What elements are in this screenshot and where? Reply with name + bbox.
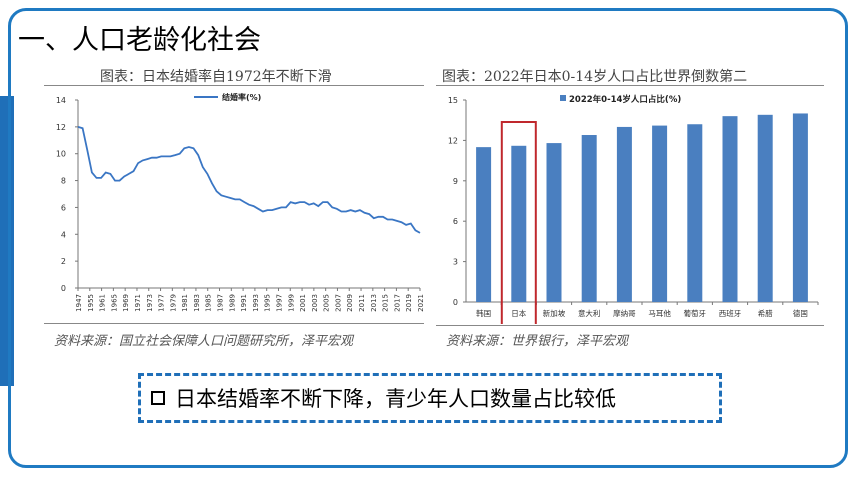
x-tick-label: 2007 bbox=[334, 294, 342, 312]
x-tick-label: 1997 bbox=[275, 294, 283, 312]
y-tick-label: 12 bbox=[448, 136, 458, 145]
x-tick-label: 2009 bbox=[346, 294, 354, 312]
x-tick-label: 1965 bbox=[110, 294, 118, 312]
y-tick-label: 0 bbox=[453, 298, 458, 307]
x-tick-label: 1969 bbox=[122, 294, 130, 312]
left-bottom-rule bbox=[44, 323, 424, 324]
x-tick-label: 意大利 bbox=[578, 308, 601, 318]
bar bbox=[511, 145, 527, 302]
marriage-rate-line-chart: 0 2 4 6 8 10 12 14 1947 1955 1961 1965 1969 1971 1973 1… bbox=[56, 92, 425, 312]
y-tick-label: 4 bbox=[61, 230, 66, 239]
x-tick-label: 2005 bbox=[323, 294, 331, 312]
y-tick-label: 3 bbox=[453, 258, 458, 267]
x-tick-label: 摩纳哥 bbox=[613, 308, 636, 318]
bar bbox=[652, 125, 668, 302]
left-chart-caption: 图表：日本结婚率自1972年不断下滑 bbox=[100, 69, 332, 85]
right-bottom-rule bbox=[436, 325, 824, 326]
x-tick-label: 希腊 bbox=[758, 308, 773, 318]
bar bbox=[546, 143, 562, 302]
right-top-rule bbox=[436, 85, 824, 86]
y-tick-label: 2 bbox=[61, 257, 66, 266]
legend-swatch bbox=[560, 95, 566, 101]
y-tick-label: 15 bbox=[448, 96, 458, 105]
x-tick-label: 1985 bbox=[205, 294, 213, 312]
bar bbox=[616, 126, 632, 302]
x-tick-label: 2021 bbox=[417, 294, 425, 312]
x-tick-label: 1987 bbox=[217, 294, 225, 312]
legend-label: 2022年0-14岁人口占比(%) bbox=[569, 94, 681, 105]
x-tick-label: 1971 bbox=[134, 294, 142, 312]
x-tick-label: 1973 bbox=[146, 294, 154, 312]
x-tick-label: 1999 bbox=[287, 294, 295, 312]
bar bbox=[687, 124, 703, 302]
x-tick-label: 1977 bbox=[158, 294, 166, 312]
x-tick-label: 1947 bbox=[75, 294, 83, 312]
x-tick-label: 日本 bbox=[511, 308, 526, 318]
x-tick-label: 2019 bbox=[405, 294, 413, 312]
bar bbox=[581, 135, 597, 302]
x-tick-label: 1989 bbox=[228, 294, 236, 312]
callout-text: 日本结婚率不断下降，青少年人口数量占比较低 bbox=[175, 387, 616, 411]
youth-share-bar-chart: 0 3 6 9 12 15 2022年0-14岁人口占比(%) 韩国 日本 新加坡 意大利 摩纳哥 马耳… bbox=[448, 94, 819, 324]
x-tick-label: 西班牙 bbox=[719, 308, 742, 318]
x-tick-label: 1993 bbox=[252, 294, 260, 312]
x-tick-label: 1991 bbox=[240, 294, 248, 312]
x-tick-label: 1981 bbox=[181, 294, 189, 312]
x-tick-label: 葡萄牙 bbox=[684, 308, 707, 318]
slide-frame bbox=[8, 8, 848, 468]
y-tick-label: 9 bbox=[453, 177, 458, 186]
x-tick-label: 1961 bbox=[99, 294, 107, 312]
x-tick-label: 1995 bbox=[264, 294, 272, 312]
x-tick-label: 1979 bbox=[169, 294, 177, 312]
x-tick-label: 德国 bbox=[793, 308, 808, 318]
y-tick-label: 12 bbox=[56, 123, 66, 132]
x-tick-label: 2001 bbox=[299, 294, 307, 312]
bar bbox=[722, 116, 738, 302]
x-tick-label: 2013 bbox=[370, 294, 378, 312]
slide-title: 一、人口老龄化社会 bbox=[18, 25, 261, 56]
y-tick-label: 10 bbox=[56, 150, 66, 159]
y-tick-label: 0 bbox=[61, 284, 66, 293]
legend-label: 结婚率(%) bbox=[222, 92, 261, 102]
x-tick-label: 2015 bbox=[382, 294, 390, 312]
highlight-box bbox=[500, 121, 537, 324]
series-line bbox=[77, 126, 421, 234]
x-tick-label: 2017 bbox=[393, 294, 401, 312]
checkbox-icon bbox=[151, 391, 165, 405]
bar bbox=[757, 114, 773, 303]
left-source: 资料来源：国立社会保障人口问题研究所，泽平宏观 bbox=[54, 334, 354, 349]
bar bbox=[792, 113, 808, 302]
y-tick-label: 14 bbox=[56, 96, 66, 105]
x-tick-label: 1983 bbox=[193, 294, 201, 312]
x-tick-label: 1955 bbox=[87, 294, 95, 312]
right-chart-caption: 图表：2022年日本0-14岁人口占比世界倒数第二 bbox=[442, 69, 748, 85]
x-tick-label: 2011 bbox=[358, 294, 366, 312]
y-tick-label: 6 bbox=[61, 203, 66, 212]
x-tick-label: 2003 bbox=[311, 294, 319, 312]
bar bbox=[476, 147, 492, 302]
y-tick-label: 8 bbox=[61, 177, 66, 186]
conclusion-callout: 日本结婚率不断下降，青少年人口数量占比较低 bbox=[138, 373, 722, 423]
y-tick-label: 6 bbox=[453, 217, 458, 226]
x-tick-label: 韩国 bbox=[476, 308, 491, 318]
x-tick-label: 新加坡 bbox=[543, 308, 566, 318]
right-source: 资料来源：世界银行，泽平宏观 bbox=[446, 334, 629, 349]
left-top-rule bbox=[44, 85, 424, 86]
x-tick-label: 马耳他 bbox=[648, 308, 671, 318]
